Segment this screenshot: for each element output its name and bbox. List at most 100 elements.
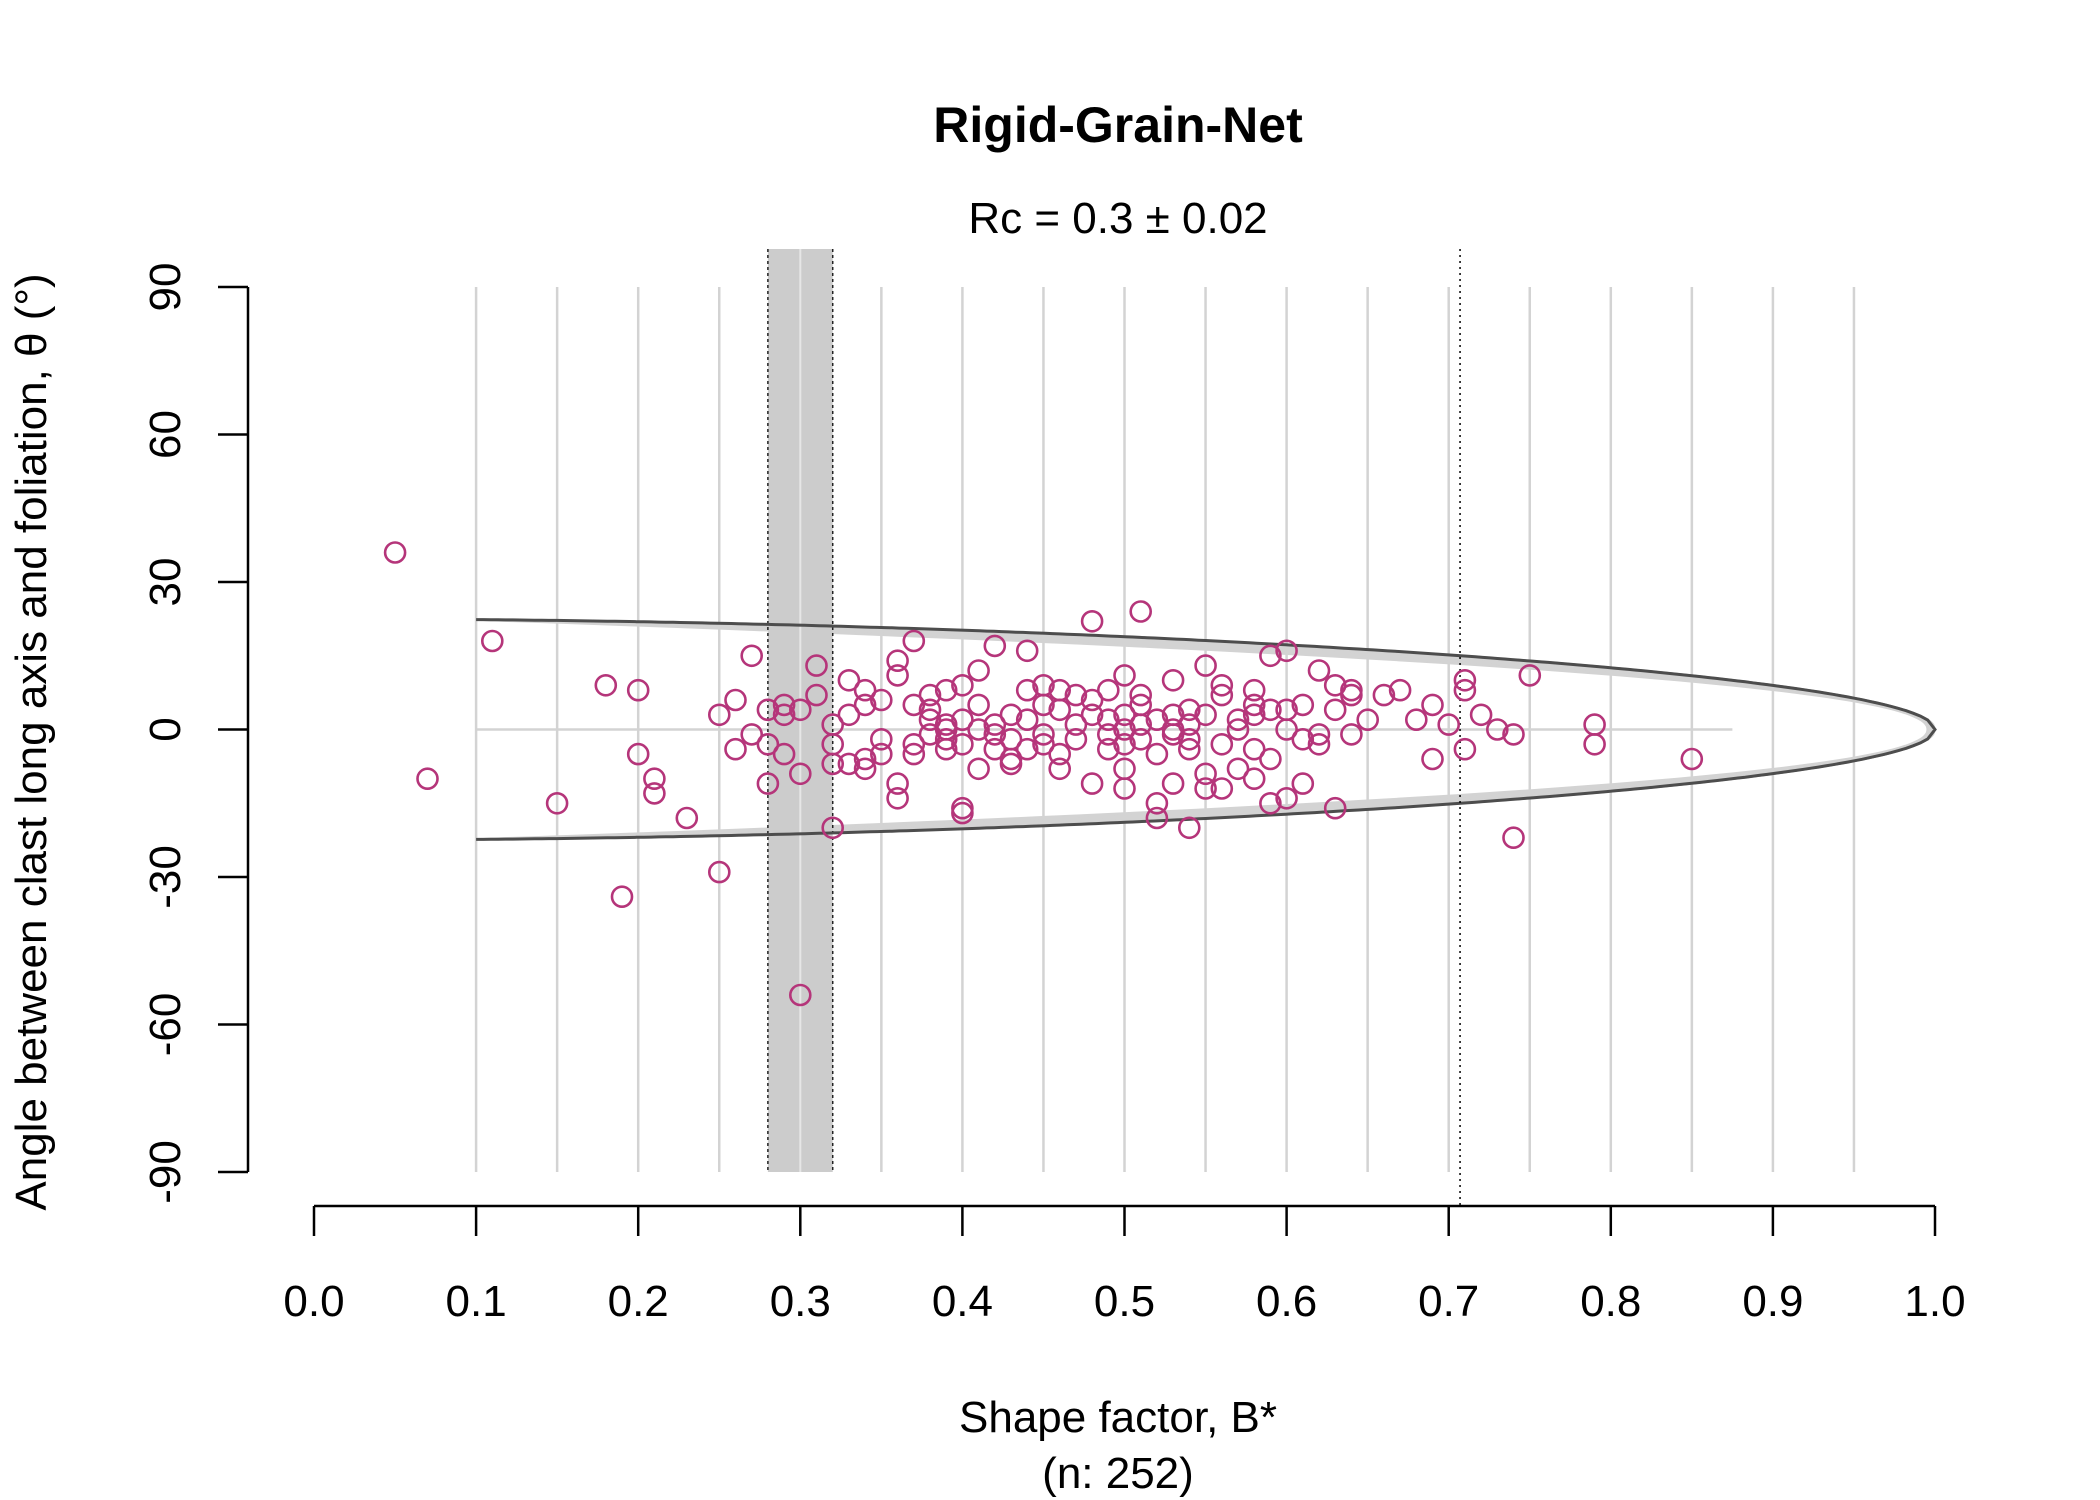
data-point xyxy=(902,732,926,756)
data-point xyxy=(999,703,1023,727)
data-point xyxy=(1437,713,1460,736)
data-point xyxy=(1356,708,1379,732)
data-point xyxy=(772,693,796,717)
data-point xyxy=(545,791,569,815)
data-point xyxy=(983,713,1007,736)
x-tick-label: 0.8 xyxy=(1580,1277,1641,1326)
data-point xyxy=(821,816,845,840)
data-point xyxy=(967,659,990,682)
data-point xyxy=(1032,732,1055,756)
data-point xyxy=(1323,796,1347,820)
data-point xyxy=(740,644,764,668)
grid-curves xyxy=(474,287,1936,1172)
data-point xyxy=(724,688,747,712)
data-point xyxy=(1194,762,1217,786)
chart-subtitle: Rc = 0.3 ± 0.02 xyxy=(968,194,1267,243)
y-tick-label: -60 xyxy=(141,993,190,1057)
data-point xyxy=(675,806,699,830)
data-point xyxy=(1015,639,1039,663)
data-point xyxy=(416,767,439,791)
data-point xyxy=(1226,718,1250,741)
data-point xyxy=(1194,654,1217,677)
data-point xyxy=(1259,698,1282,722)
x-tick-label: 0.4 xyxy=(932,1277,993,1326)
data-point xyxy=(707,860,731,884)
data-point xyxy=(1405,708,1428,732)
data-point xyxy=(853,747,877,771)
data-point xyxy=(1161,723,1185,746)
x-axis-note: (n: 252) xyxy=(1042,1449,1194,1498)
data-point xyxy=(643,767,666,791)
data-point xyxy=(1080,688,1104,712)
data-point xyxy=(1453,737,1477,761)
data-point xyxy=(1178,727,1201,751)
x-tick-label: 0.3 xyxy=(770,1277,831,1326)
data-point xyxy=(886,664,909,687)
data-point xyxy=(1242,767,1266,791)
data-point xyxy=(1032,673,1055,697)
data-point xyxy=(1080,703,1104,727)
data-point xyxy=(869,727,893,751)
y-tick-label: -90 xyxy=(141,1140,190,1204)
data-point xyxy=(1307,659,1331,682)
data-point xyxy=(805,683,828,707)
data-point xyxy=(1583,732,1606,756)
data-point xyxy=(1129,600,1152,623)
y-axis-label: Angle between clast long axis and foliat… xyxy=(7,273,56,1210)
data-point xyxy=(1259,747,1282,771)
data-point xyxy=(934,718,958,741)
data-point xyxy=(1340,723,1363,746)
data-point xyxy=(1048,678,1071,702)
data-point xyxy=(1161,772,1185,795)
data-point xyxy=(951,673,974,697)
x-tick-label: 0.7 xyxy=(1418,1277,1479,1326)
data-point xyxy=(934,678,958,702)
data-point xyxy=(1080,609,1104,633)
data-point xyxy=(1145,708,1169,732)
data-point xyxy=(1518,664,1542,687)
grid-curve xyxy=(719,729,1931,837)
x-tick-label: 0.5 xyxy=(1094,1277,1155,1326)
data-point xyxy=(610,885,634,909)
data-point xyxy=(1080,772,1104,795)
data-point xyxy=(821,752,845,776)
data-point xyxy=(1113,703,1136,727)
data-point xyxy=(1178,816,1201,840)
data-point xyxy=(1583,713,1606,736)
data-point xyxy=(724,737,747,761)
data-point xyxy=(1421,747,1444,771)
data-point xyxy=(1259,791,1282,815)
data-point xyxy=(967,718,990,741)
data-point xyxy=(756,772,780,795)
data-point xyxy=(1097,678,1120,702)
data-point xyxy=(480,629,504,653)
axes: 0.0 0.1 0.2 0.3 0.4 0.5 0.6 0.7 0.8 0.9 1.0 -90 -60 -… xyxy=(141,263,1966,1326)
grid-curve xyxy=(719,622,1931,730)
data-point xyxy=(886,786,909,810)
data-point xyxy=(1015,737,1039,761)
data-point xyxy=(643,782,666,805)
data-point xyxy=(1502,826,1525,850)
y-tick-label: 30 xyxy=(141,558,190,607)
data-point xyxy=(934,727,958,751)
data-point xyxy=(626,742,650,766)
data-point xyxy=(999,752,1023,776)
x-tick-label: 0.1 xyxy=(446,1277,507,1326)
data-point xyxy=(1145,742,1169,766)
data-point xyxy=(1275,786,1298,810)
x-tick-label: 0.0 xyxy=(283,1277,344,1326)
data-point xyxy=(1015,708,1039,732)
grid-curve xyxy=(557,619,1930,730)
data-point xyxy=(1048,757,1071,781)
data-point xyxy=(1097,708,1120,732)
data-point xyxy=(1064,683,1088,707)
data-point xyxy=(837,668,861,692)
data-point xyxy=(1210,673,1234,697)
data-point xyxy=(1388,678,1412,702)
data-point xyxy=(1178,698,1201,722)
data-point xyxy=(626,678,650,702)
y-tick-label: -30 xyxy=(141,845,190,909)
data-point xyxy=(967,693,990,717)
data-point xyxy=(1275,698,1298,722)
y-tick-label: 60 xyxy=(141,410,190,459)
